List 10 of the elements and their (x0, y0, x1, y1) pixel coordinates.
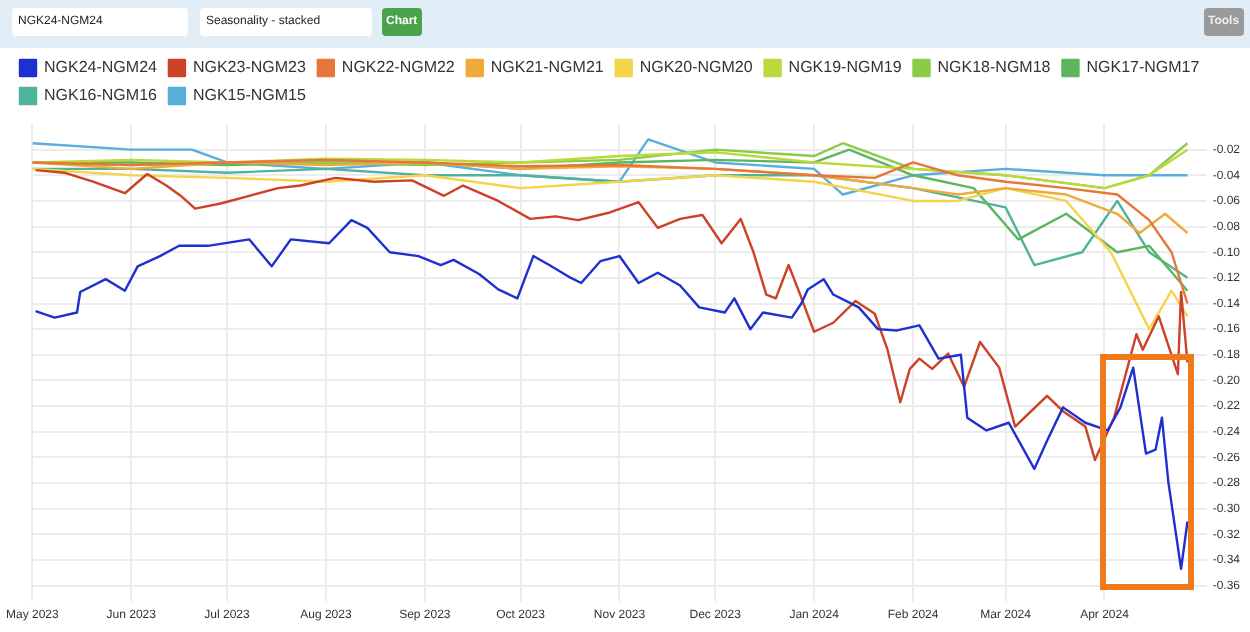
legend-label: NGK17-NGM17 (1086, 58, 1201, 77)
legend-label: NGK19-NGM19 (788, 58, 903, 77)
legend-label: NGK22-NGM22 (341, 58, 456, 77)
legend-label: NGK16-NGM16 (44, 86, 159, 105)
legend-label: NGK24-NGM24 (44, 58, 159, 77)
legend-label: NGK23-NGM23 (192, 58, 307, 77)
legend-label: NGK20-NGM20 (639, 58, 754, 77)
legend-label: NGK18-NGM18 (937, 58, 1052, 77)
legend-label: NGK21-NGM21 (490, 58, 605, 77)
legend-label: NGK15-NGM15 (192, 86, 307, 105)
